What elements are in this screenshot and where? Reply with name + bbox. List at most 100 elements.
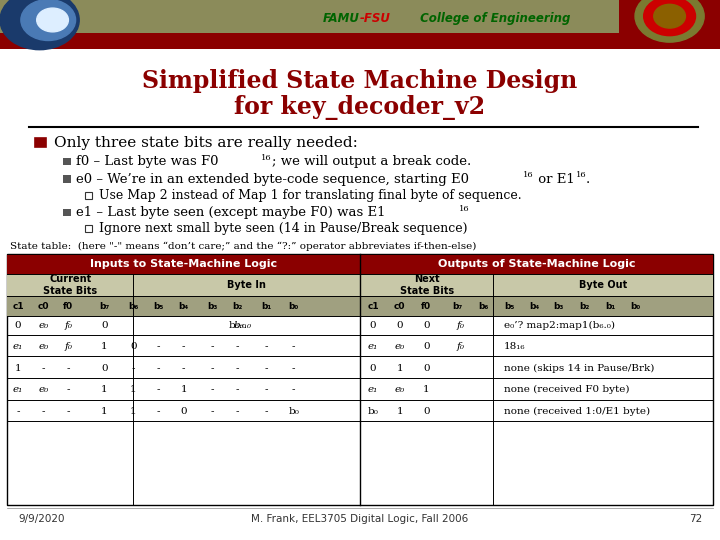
Text: 9/9/2020: 9/9/2020 <box>18 515 65 524</box>
Text: e₁: e₁ <box>368 342 378 351</box>
Text: or E1: or E1 <box>534 173 575 186</box>
Text: Byte Out: Byte Out <box>579 280 627 290</box>
Circle shape <box>644 0 696 36</box>
Text: -: - <box>265 364 268 373</box>
Text: -: - <box>182 342 185 351</box>
Text: -: - <box>157 386 160 394</box>
Text: -: - <box>211 407 214 416</box>
Text: -: - <box>182 364 185 373</box>
Text: f0: f0 <box>421 302 431 310</box>
Text: Simplified State Machine Design: Simplified State Machine Design <box>143 69 577 93</box>
Text: 0: 0 <box>423 321 430 330</box>
Bar <box>63 158 71 165</box>
Text: c0: c0 <box>37 302 49 310</box>
Text: M. Frank, EEL3705 Digital Logic, Fall 2006: M. Frank, EEL3705 Digital Logic, Fall 20… <box>251 515 469 524</box>
Text: -: - <box>67 386 70 394</box>
Text: b₄: b₄ <box>179 302 189 310</box>
Text: College of Engineering: College of Engineering <box>416 12 570 25</box>
Text: -: - <box>42 407 45 416</box>
Text: b₂: b₂ <box>580 302 590 310</box>
Text: Inputs to State-Machine Logic: Inputs to State-Machine Logic <box>90 259 277 269</box>
Text: b₆.₀: b₆.₀ <box>228 321 247 330</box>
Text: 0: 0 <box>130 342 137 351</box>
Text: 0: 0 <box>14 321 22 330</box>
Text: Outputs of State-Machine Logic: Outputs of State-Machine Logic <box>438 259 635 269</box>
Text: b₆.₀: b₆.₀ <box>233 321 252 330</box>
Text: e₀: e₀ <box>38 342 48 351</box>
Text: 1: 1 <box>180 386 187 394</box>
Text: b₁: b₁ <box>261 302 271 310</box>
Text: none (received F0 byte): none (received F0 byte) <box>504 386 629 394</box>
Text: -: - <box>132 364 135 373</box>
Text: f0: f0 <box>63 302 73 310</box>
Text: 16: 16 <box>459 205 470 213</box>
Text: -: - <box>292 342 295 351</box>
Text: Ignore next small byte seen (14 in Pause/Break sequence): Ignore next small byte seen (14 in Pause… <box>99 222 468 235</box>
Bar <box>7 254 713 274</box>
Circle shape <box>635 0 704 42</box>
Text: e₀: e₀ <box>38 386 48 394</box>
Text: 0: 0 <box>423 364 430 373</box>
Bar <box>7 296 713 316</box>
Bar <box>7 254 713 505</box>
Text: -: - <box>67 364 70 373</box>
Circle shape <box>654 4 685 28</box>
Text: 1: 1 <box>101 386 108 394</box>
Text: f₀: f₀ <box>64 321 73 330</box>
Text: -: - <box>67 407 70 416</box>
Text: -: - <box>236 342 239 351</box>
Text: 1: 1 <box>396 407 403 416</box>
Bar <box>63 209 71 216</box>
Text: b₆: b₆ <box>479 302 489 310</box>
Text: 0: 0 <box>423 342 430 351</box>
Bar <box>35 138 46 147</box>
Text: FAMU: FAMU <box>323 12 360 25</box>
Text: Use Map 2 instead of Map 1 for translating final byte of sequence.: Use Map 2 instead of Map 1 for translati… <box>99 189 522 202</box>
Text: none (received 1:0/E1 byte): none (received 1:0/E1 byte) <box>504 407 650 416</box>
Text: b₀: b₀ <box>367 407 379 416</box>
Text: 16: 16 <box>576 171 587 179</box>
Text: f₀: f₀ <box>456 342 465 351</box>
Text: none (skips 14 in Pause/Brk): none (skips 14 in Pause/Brk) <box>504 364 654 373</box>
Text: -: - <box>292 364 295 373</box>
Text: c0: c0 <box>394 302 405 310</box>
Bar <box>63 176 71 183</box>
Text: Byte In: Byte In <box>228 280 266 290</box>
Text: e0 – We’re in an extended byte-code sequence, starting E0: e0 – We’re in an extended byte-code sequ… <box>76 173 469 186</box>
Bar <box>7 274 713 296</box>
Text: e₁: e₁ <box>13 342 23 351</box>
Text: 0: 0 <box>101 364 108 373</box>
Text: -: - <box>157 364 160 373</box>
Text: 72: 72 <box>689 515 702 524</box>
Text: c1: c1 <box>367 302 379 310</box>
Text: b₅: b₅ <box>505 302 515 310</box>
Text: b₀: b₀ <box>288 407 300 416</box>
Text: e₁: e₁ <box>368 386 378 394</box>
Text: -: - <box>265 342 268 351</box>
Text: b₇: b₇ <box>452 302 462 310</box>
Text: e₁: e₁ <box>13 386 23 394</box>
Text: 1: 1 <box>14 364 22 373</box>
Text: e₀: e₀ <box>395 342 405 351</box>
Text: -: - <box>211 364 214 373</box>
Bar <box>0 33 720 49</box>
Text: -: - <box>265 386 268 394</box>
Bar <box>0 0 720 35</box>
Text: b₄: b₄ <box>529 302 539 310</box>
Text: Current
State Bits: Current State Bits <box>43 274 97 296</box>
Text: Next
State Bits: Next State Bits <box>400 274 454 296</box>
Text: 0: 0 <box>101 321 108 330</box>
Text: b₀: b₀ <box>289 302 299 310</box>
Text: b₅: b₅ <box>153 302 163 310</box>
Bar <box>85 225 92 232</box>
Circle shape <box>0 0 79 50</box>
Text: 0: 0 <box>396 321 403 330</box>
Text: 16: 16 <box>261 154 272 162</box>
Text: b₃: b₃ <box>553 302 563 310</box>
Text: f₀: f₀ <box>64 342 73 351</box>
Text: 0: 0 <box>369 364 377 373</box>
Text: b₇: b₇ <box>99 302 109 310</box>
Text: -: - <box>17 407 19 416</box>
Text: e₀: e₀ <box>395 386 405 394</box>
Text: 1: 1 <box>396 364 403 373</box>
